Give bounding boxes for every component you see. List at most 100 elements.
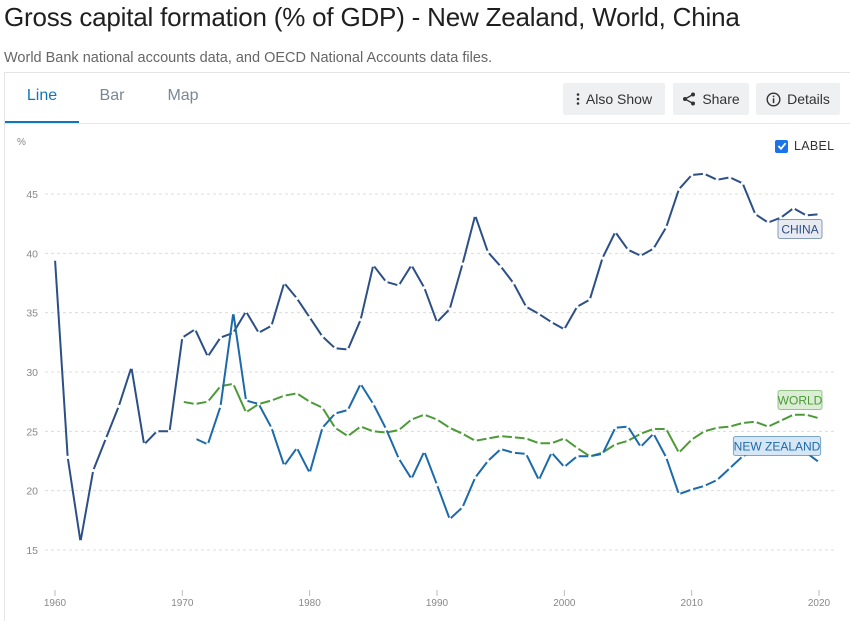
data-point[interactable] [206,355,210,359]
data-point[interactable] [613,426,617,430]
data-point[interactable] [231,311,235,315]
data-point[interactable] [715,426,719,430]
data-point[interactable] [384,280,388,284]
data-point[interactable] [779,216,783,220]
data-point[interactable] [702,484,707,488]
data-point[interactable] [448,517,452,521]
data-point[interactable] [651,432,656,436]
data-point[interactable] [779,419,783,423]
tab-map[interactable]: Map [167,87,199,104]
data-point[interactable] [562,327,566,331]
label-checkbox[interactable] [775,139,788,153]
data-point[interactable] [817,416,821,420]
data-point[interactable] [804,213,808,217]
data-point[interactable] [473,213,477,217]
data-point[interactable] [626,439,630,443]
data-point[interactable] [435,320,439,324]
data-point[interactable] [231,331,235,335]
data-point[interactable] [422,286,426,290]
data-point[interactable] [308,315,312,319]
data-point[interactable] [562,465,566,469]
data-point[interactable] [804,413,808,417]
label-toggle[interactable]: LABEL [775,139,834,153]
data-point[interactable] [728,175,732,179]
data-point[interactable] [817,460,821,464]
data-point[interactable] [448,426,452,430]
data-point[interactable] [651,247,656,251]
data-point[interactable] [537,312,541,316]
data-point[interactable] [460,505,465,509]
data-point[interactable] [600,452,605,456]
data-point[interactable] [359,425,363,429]
data-point[interactable] [333,426,337,430]
data-point[interactable] [588,454,592,458]
data-point[interactable] [448,307,452,311]
data-point[interactable] [473,439,477,443]
data-point[interactable] [791,413,796,417]
data-point[interactable] [664,427,668,431]
data-point[interactable] [511,281,515,285]
data-point[interactable] [66,455,70,459]
data-point[interactable] [511,451,515,455]
data-point[interactable] [524,452,528,456]
data-point[interactable] [690,173,694,177]
data-point[interactable] [257,331,261,335]
data-point[interactable] [180,400,184,404]
data-point[interactable] [639,254,643,258]
data-point[interactable] [409,477,414,481]
data-point[interactable] [193,402,197,406]
data-point[interactable] [511,435,515,439]
data-point[interactable] [384,427,388,431]
data-point[interactable] [409,417,414,422]
data-point[interactable] [613,442,617,446]
data-point[interactable] [346,347,350,352]
data-point[interactable] [371,429,375,433]
share-button[interactable]: Share [673,83,749,115]
data-point[interactable] [626,425,630,429]
data-point[interactable] [613,230,617,234]
data-point[interactable] [460,432,465,436]
data-point[interactable] [53,257,57,261]
data-point[interactable] [715,178,719,182]
data-point[interactable] [359,318,363,322]
data-point[interactable] [791,206,796,210]
data-point[interactable] [193,327,197,331]
data-point[interactable] [269,324,274,328]
data-point[interactable] [155,429,159,433]
data-point[interactable] [690,438,694,442]
data-point[interactable] [817,212,821,216]
data-point[interactable] [766,425,770,429]
data-point[interactable] [346,434,350,438]
data-point[interactable] [269,398,274,403]
data-point[interactable] [639,432,643,436]
data-point[interactable] [728,466,732,470]
data-point[interactable] [282,281,286,285]
data-point[interactable] [308,400,312,404]
data-point[interactable] [422,449,426,454]
data-point[interactable] [78,540,83,544]
data-point[interactable] [320,406,324,410]
data-point[interactable] [91,468,95,473]
data-point[interactable] [537,441,541,445]
data-point[interactable] [117,404,121,408]
data-point[interactable] [168,429,172,433]
data-point[interactable] [244,398,248,403]
data-point[interactable] [600,256,605,260]
data-point[interactable] [218,336,223,340]
data-point[interactable] [715,478,719,482]
data-point[interactable] [257,402,261,406]
data-point[interactable] [333,346,337,350]
data-point[interactable] [664,455,668,459]
data-point[interactable] [702,429,707,433]
data-point[interactable] [104,436,108,441]
data-point[interactable] [308,471,312,475]
data-point[interactable] [435,483,439,487]
data-point[interactable] [397,457,401,461]
data-point[interactable] [333,411,337,416]
tab-line[interactable]: Line [5,73,79,123]
data-point[interactable] [231,382,235,386]
data-point[interactable] [766,220,770,225]
data-point[interactable] [320,334,324,338]
data-point[interactable] [460,262,465,266]
data-point[interactable] [499,447,503,451]
